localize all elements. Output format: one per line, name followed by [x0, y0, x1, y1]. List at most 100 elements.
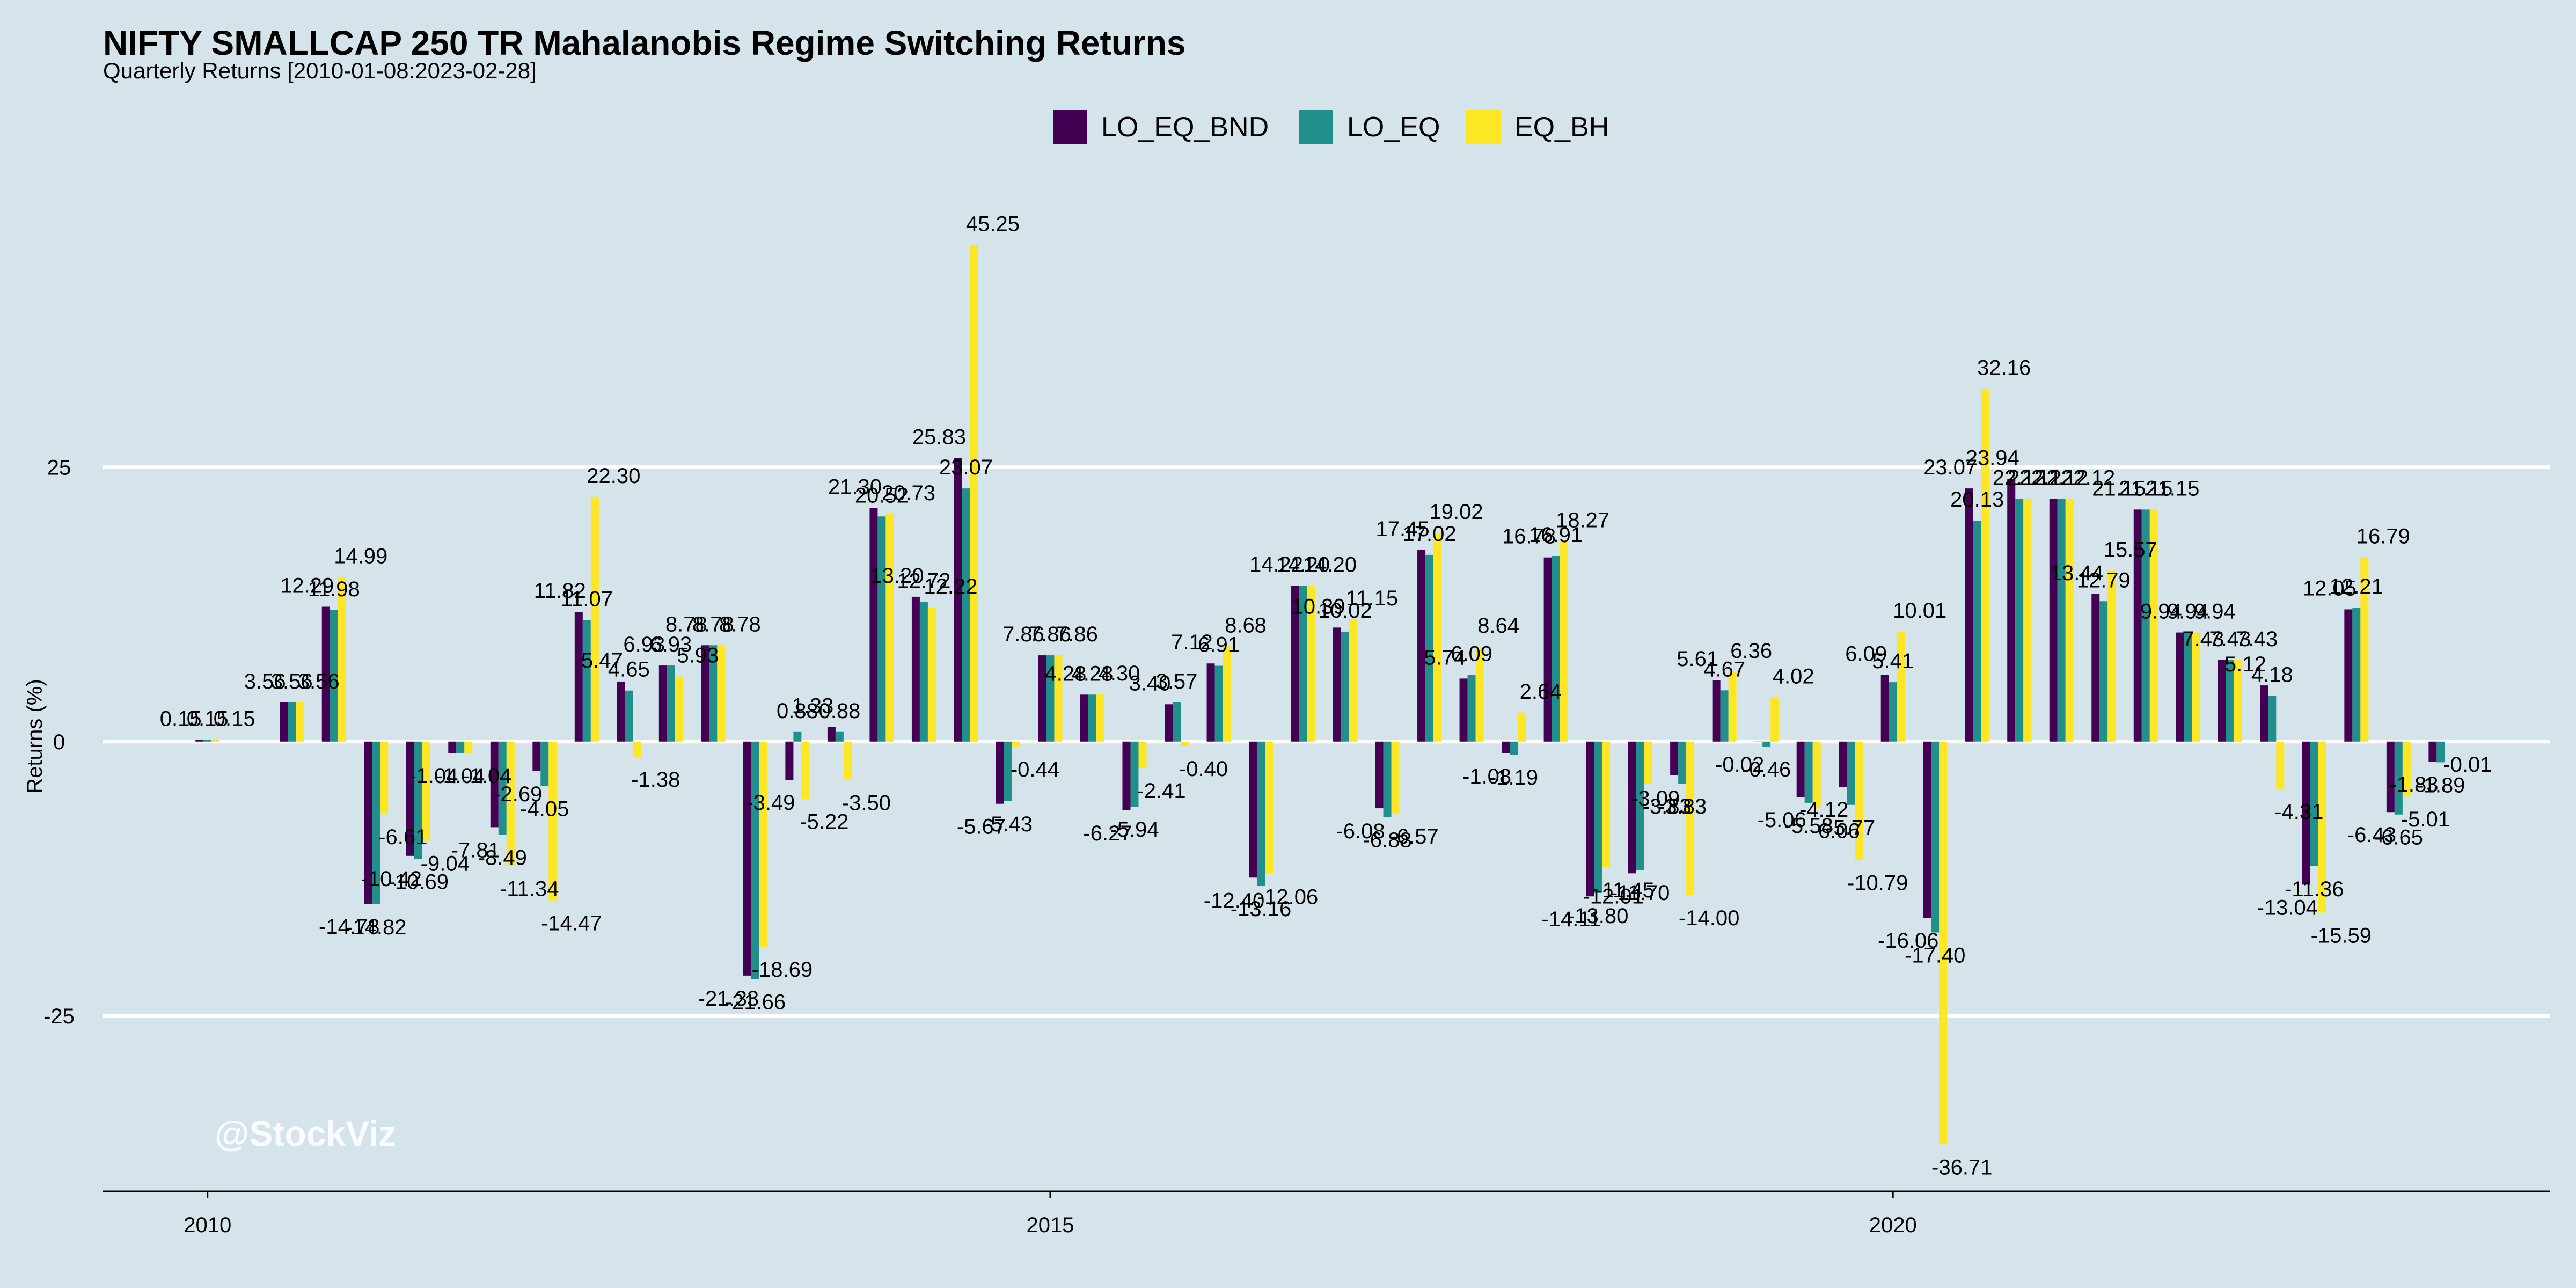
- data-label: 4.30: [1099, 662, 1140, 685]
- data-label: 16.78: [1502, 525, 1556, 548]
- data-label: 21.15: [2119, 477, 2172, 500]
- data-label: 23.07: [1923, 456, 1977, 479]
- data-label: 10.39: [1291, 595, 1345, 618]
- data-label: 4.28: [1072, 662, 1114, 685]
- bar-lo-eq: [414, 741, 422, 859]
- bar-lo-eq-bnd: [1586, 741, 1594, 897]
- data-label: -0.40: [1179, 757, 1228, 781]
- bar-eq-bh: [2402, 741, 2411, 797]
- data-label: -1.38: [631, 768, 680, 792]
- bar-lo-eq-bnd: [2302, 741, 2310, 885]
- data-label: -13.80: [1568, 904, 1628, 928]
- data-label: 6.91: [1198, 633, 1240, 657]
- bar-eq-bh: [1518, 712, 1526, 742]
- y-tick-label: 0: [53, 730, 65, 754]
- bar-lo-eq: [2268, 696, 2277, 742]
- bar-lo-eq-bnd: [574, 612, 583, 742]
- bar-eq-bh: [464, 741, 473, 753]
- bar-lo-eq-bnd: [1796, 741, 1805, 797]
- data-label: 3.56: [298, 670, 340, 693]
- data-label: -1.89: [2416, 773, 2465, 797]
- bar-lo-eq-bnd: [1164, 704, 1173, 742]
- bar-lo-eq: [1214, 665, 1223, 742]
- bar-lo-eq-bnd: [2049, 499, 2058, 742]
- bar-eq-bh: [1770, 697, 1779, 742]
- data-label: 5.61: [1677, 647, 1718, 671]
- data-label: 13.20: [870, 564, 924, 588]
- data-label: 22.12: [2008, 466, 2061, 490]
- bar-lo-eq-bnd: [1839, 741, 1847, 787]
- bar-lo-eq: [1973, 521, 1981, 742]
- bar-eq-bh: [1054, 655, 1063, 742]
- data-label: -4.12: [1799, 798, 1848, 822]
- bar-lo-eq: [1678, 741, 1687, 784]
- x-tick-label: 2010: [184, 1213, 231, 1237]
- data-label: 12.22: [924, 575, 977, 598]
- bar-eq-bh: [1644, 741, 1652, 784]
- bar-eq-bh: [2023, 499, 2032, 742]
- data-label: 11.98: [308, 577, 360, 601]
- bar-lo-eq: [1341, 631, 1350, 742]
- bar-eq-bh: [2192, 632, 2200, 742]
- data-label: 22.12: [2061, 466, 2115, 490]
- data-label: 12.29: [280, 574, 334, 598]
- bar-eq-bh: [1307, 586, 1315, 742]
- data-label: 20.73: [882, 481, 935, 505]
- data-label: -3.83: [1658, 795, 1707, 818]
- data-label: -3.49: [746, 791, 795, 815]
- data-label: -6.65: [2374, 826, 2423, 850]
- data-label: 9.94: [2167, 600, 2209, 624]
- data-label: 8.78: [719, 612, 761, 636]
- bar-lo-eq-bnd: [1080, 694, 1088, 742]
- bar-lo-eq: [1130, 741, 1139, 807]
- data-label: -17.40: [1905, 944, 1965, 968]
- bar-lo-eq: [2184, 632, 2192, 742]
- y-tick-label: 25: [47, 456, 71, 480]
- bar-lo-eq-bnd: [1502, 741, 1510, 753]
- data-label: -10.79: [1847, 871, 1908, 895]
- bar-lo-eq-bnd: [785, 741, 794, 780]
- bar-lo-eq: [1636, 741, 1644, 870]
- data-label: -0.02: [1715, 753, 1764, 777]
- bar-lo-eq: [1931, 741, 1940, 933]
- data-label: -18.69: [752, 958, 813, 982]
- bar-lo-eq: [667, 665, 675, 742]
- bar-lo-eq: [1552, 556, 1560, 742]
- bar-lo-eq-bnd: [364, 741, 372, 904]
- data-label: -1.83: [2389, 773, 2438, 796]
- data-label: -5.94: [1110, 818, 1159, 841]
- data-label: 6.09: [1845, 642, 1887, 665]
- data-label: 11.07: [561, 587, 613, 611]
- bar-lo-eq: [372, 741, 380, 904]
- data-label: 10.01: [1893, 599, 1946, 623]
- data-label: 11.15: [1346, 587, 1398, 610]
- data-label: -5.01: [2401, 808, 2450, 831]
- bar-eq-bh: [801, 741, 810, 799]
- data-label: 18.27: [1556, 508, 1609, 532]
- data-label: -16.06: [1878, 929, 1938, 953]
- data-label: -6.06: [1811, 819, 1860, 843]
- data-label: 22.30: [587, 464, 640, 488]
- bar-lo-eq-bnd: [1249, 741, 1257, 878]
- bar-eq-bh: [1728, 671, 1737, 742]
- data-label: 8.78: [692, 612, 734, 636]
- bar-eq-bh: [1897, 632, 1905, 742]
- bar-eq-bh: [2065, 499, 2074, 742]
- data-label: 12.72: [897, 569, 950, 593]
- bar-lo-eq-bnd: [2428, 741, 2437, 762]
- data-label: 12.21: [2330, 575, 2383, 598]
- bar-eq-bh: [1686, 741, 1695, 895]
- data-label: -0.01: [2443, 753, 2492, 777]
- data-label: -7.81: [451, 838, 500, 862]
- data-label: 17.02: [1403, 522, 1457, 546]
- bar-eq-bh: [1180, 741, 1189, 746]
- data-label: -13.04: [2257, 896, 2318, 919]
- y-tick-label: -25: [43, 1005, 75, 1028]
- bar-lo-eq-bnd: [321, 606, 330, 742]
- data-label: 14.20: [1303, 553, 1357, 576]
- bar-lo-eq-bnd: [2133, 509, 2142, 742]
- data-label: -5.67: [957, 815, 1006, 839]
- data-label: 9.94: [2140, 600, 2182, 624]
- data-label: -8.49: [478, 846, 527, 869]
- bar-lo-eq: [1299, 586, 1307, 742]
